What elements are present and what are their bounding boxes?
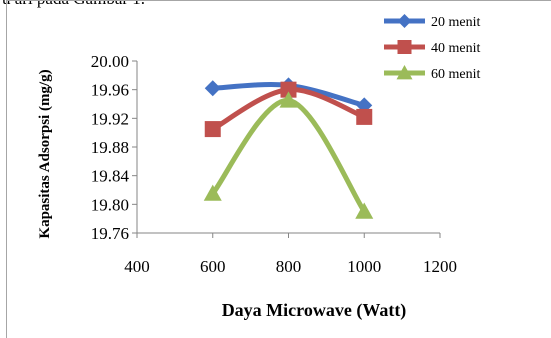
data-point-marker bbox=[280, 81, 297, 98]
legend-marker bbox=[397, 14, 412, 28]
series-layer bbox=[203, 77, 374, 219]
legend-item: 20 menit bbox=[384, 14, 480, 30]
x-axis-title: Daya Microwave (Watt) bbox=[222, 300, 407, 321]
series-40-menit bbox=[204, 81, 373, 138]
data-point-marker bbox=[356, 108, 373, 125]
y-axis-title: Kapasitas Adsorpsi (mg/g) bbox=[37, 69, 53, 238]
legend-item: 40 menit bbox=[384, 40, 480, 56]
x-tick-labels: 400 600 800 1000 1200 bbox=[124, 257, 457, 276]
y-tick-labels: 19.76 19.80 19.84 19.88 19.92 19.96 20.00 bbox=[91, 52, 130, 243]
y-tick-label: 19.88 bbox=[91, 138, 129, 157]
legend-marker bbox=[396, 65, 413, 80]
x-tick-label: 1000 bbox=[347, 257, 381, 276]
y-tick-label: 19.80 bbox=[91, 195, 129, 214]
y-tick-label: 19.96 bbox=[91, 81, 129, 100]
top-text-fragment: u ari pada Gambar 1. bbox=[2, 0, 145, 9]
y-tick-label: 20.00 bbox=[91, 52, 129, 71]
x-tick-label: 1200 bbox=[423, 257, 457, 276]
chart-axes bbox=[132, 60, 441, 238]
x-tick-label: 400 bbox=[124, 257, 150, 276]
series-60-menit bbox=[203, 91, 374, 219]
y-tick-label: 19.84 bbox=[91, 167, 130, 186]
y-tick-label: 19.92 bbox=[91, 109, 129, 128]
legend-label: 40 menit bbox=[431, 41, 480, 56]
x-tick-label: 600 bbox=[200, 257, 226, 276]
legend: 20 menit 40 menit 60 menit bbox=[384, 14, 480, 82]
legend-label: 20 menit bbox=[431, 15, 480, 30]
data-point-marker bbox=[204, 80, 221, 97]
chart-frame bbox=[6, 0, 551, 338]
legend-marker bbox=[397, 40, 412, 54]
legend-item: 60 menit bbox=[384, 65, 480, 82]
data-point-marker bbox=[204, 121, 221, 138]
data-point-marker bbox=[203, 184, 222, 201]
legend-label: 60 menit bbox=[431, 67, 480, 82]
data-point-marker bbox=[279, 91, 298, 108]
y-tick-label: 19.76 bbox=[91, 224, 129, 243]
x-tick-label: 800 bbox=[276, 257, 302, 276]
data-point-marker bbox=[355, 202, 374, 219]
